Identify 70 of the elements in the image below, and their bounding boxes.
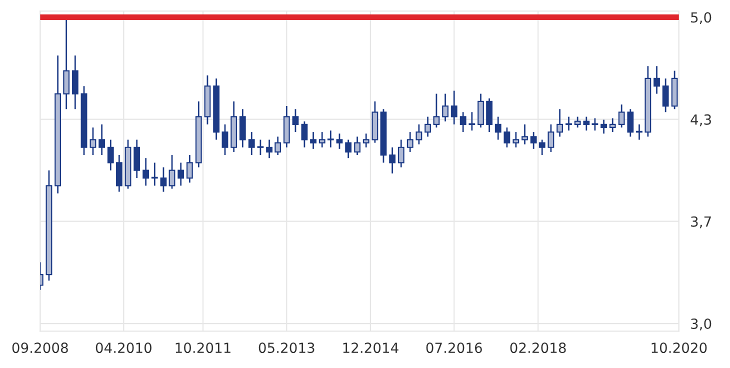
candlestick bbox=[406, 131, 414, 153]
candlestick bbox=[98, 124, 106, 156]
candlestick bbox=[239, 108, 246, 148]
candlestick bbox=[442, 93, 448, 122]
candlestick bbox=[301, 120, 308, 148]
x-tick-label: 05.2013 bbox=[258, 342, 314, 354]
candlestick bbox=[478, 93, 484, 128]
candlestick bbox=[178, 162, 184, 186]
candlestick bbox=[142, 157, 150, 186]
candlestick bbox=[512, 131, 520, 148]
y-tick-label: 3,7 bbox=[691, 216, 711, 228]
y-tick-label: 4,3 bbox=[690, 114, 711, 126]
candlestick bbox=[107, 139, 114, 172]
candlestick bbox=[318, 131, 326, 148]
candlestick bbox=[160, 166, 167, 192]
candlestick bbox=[433, 93, 440, 128]
candlestick bbox=[336, 132, 343, 150]
candlestick bbox=[151, 162, 158, 186]
x-tick-label: 09.2008 bbox=[12, 342, 68, 354]
candlestick bbox=[424, 116, 431, 138]
candlestick bbox=[222, 124, 228, 156]
candlestick bbox=[592, 118, 598, 132]
candlestick bbox=[116, 154, 122, 192]
candlestick bbox=[362, 132, 370, 148]
x-tick-label: 04.2010 bbox=[96, 342, 152, 354]
candlestick bbox=[72, 54, 78, 110]
candlestick bbox=[416, 124, 422, 146]
candlestick bbox=[504, 126, 510, 148]
candlestick bbox=[583, 116, 590, 132]
candlestick bbox=[530, 131, 537, 150]
y-tick-label: 5,0 bbox=[691, 12, 712, 24]
x-tick-label: 07.2016 bbox=[426, 342, 482, 354]
candlestick bbox=[662, 78, 669, 113]
candlestick bbox=[460, 111, 466, 133]
candlestick bbox=[274, 136, 282, 156]
candlestick bbox=[636, 124, 642, 140]
candlestick bbox=[556, 108, 563, 138]
candlestick bbox=[345, 139, 352, 159]
candlestick bbox=[574, 116, 581, 128]
candlestick bbox=[248, 131, 255, 156]
candlestick bbox=[486, 98, 492, 133]
candlestick bbox=[186, 154, 193, 184]
candlestick bbox=[494, 116, 502, 140]
candlestick bbox=[257, 139, 264, 156]
candlestick bbox=[389, 146, 396, 174]
candlestick bbox=[566, 116, 572, 132]
x-tick-label: 02.2018 bbox=[510, 342, 566, 354]
candlestick bbox=[292, 108, 299, 133]
candlestick bbox=[627, 108, 634, 138]
candlestick bbox=[266, 139, 272, 159]
candlestick bbox=[134, 139, 140, 179]
candlestick bbox=[90, 126, 96, 156]
candlestick bbox=[468, 111, 476, 132]
x-tick-label: 10.2011 bbox=[176, 342, 230, 354]
candlestick bbox=[398, 139, 404, 168]
candlestick bbox=[538, 139, 546, 156]
x-tick-label: 12.2014 bbox=[343, 342, 398, 354]
candlestick bbox=[600, 119, 607, 134]
candlestick bbox=[327, 130, 334, 148]
candlestick bbox=[548, 124, 554, 153]
candlestick bbox=[354, 136, 360, 156]
candlestick bbox=[168, 154, 176, 190]
candlestick bbox=[654, 65, 660, 94]
y-tick-label: 3,0 bbox=[691, 318, 712, 330]
candlestick bbox=[609, 118, 616, 133]
x-tick-label: 10.2020 bbox=[652, 342, 707, 354]
candlestick bbox=[618, 104, 625, 128]
candlestick bbox=[450, 90, 458, 126]
candlestick bbox=[310, 131, 316, 150]
candlestick bbox=[522, 124, 528, 146]
